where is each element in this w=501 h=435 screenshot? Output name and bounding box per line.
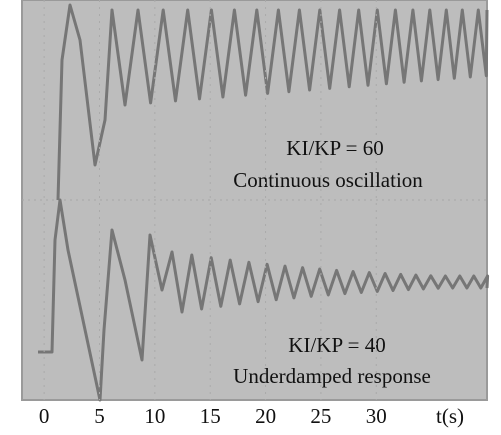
annotation-caption: Continuous oscillation (233, 168, 423, 192)
annotation-caption: Underdamped response (233, 364, 431, 388)
x-tick-label: 15 (200, 404, 221, 428)
x-tick-label: 5 (94, 404, 105, 428)
trace (38, 198, 490, 402)
x-tick-label: 30 (366, 404, 387, 428)
x-tick-label: 25 (310, 404, 331, 428)
annotation-label: KI/KP = 40 (288, 333, 385, 357)
x-tick-label: 10 (144, 404, 165, 428)
trace (56, 3, 489, 201)
traces (38, 3, 490, 402)
x-tick-label: 0 (39, 404, 50, 428)
x-axis-label: t(s) (436, 404, 464, 428)
x-tick-label: 20 (255, 404, 276, 428)
screen (22, 0, 487, 400)
annotation-label: KI/KP = 60 (286, 136, 383, 160)
